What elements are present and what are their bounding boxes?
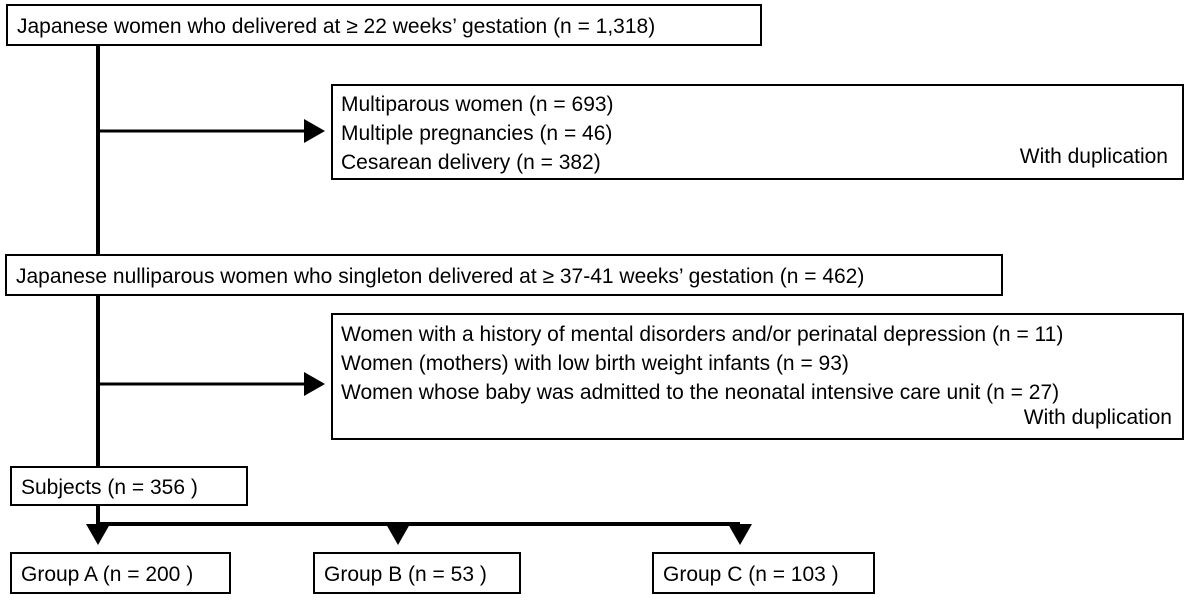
exclusion-item: Women (mothers) with low birth weight in… [341, 352, 849, 375]
top-box: Japanese women who delivered at ≥ 22 wee… [6, 4, 762, 46]
exclusion-box-1: Multiparous women (n = 693) Multiple pre… [331, 84, 1184, 180]
exclusion-item: Cesarean delivery (n = 382) [341, 151, 601, 174]
middle-box: Japanese nulliparous women who singleton… [5, 254, 1003, 296]
subjects-box: Subjects (n = 356 ) [10, 466, 248, 506]
exclusion-item: Multiple pregnancies (n = 46) [341, 122, 613, 145]
group-b-text: Group B (n = 53 ) [324, 563, 487, 586]
group-c-text: Group C (n = 103 ) [663, 563, 839, 586]
exclusion-item: Multiparous women (n = 693) [341, 93, 614, 116]
subjects-text: Subjects (n = 356 ) [21, 476, 198, 499]
middle-box-text: Japanese nulliparous women who singleton… [16, 265, 865, 288]
group-b-box: Group B (n = 53 ) [313, 552, 521, 594]
exclusion-item: Women with a history of mental disorders… [341, 323, 1064, 346]
exclusion-item: Women whose baby was admitted to the neo… [341, 381, 1060, 404]
top-box-text: Japanese women who delivered at ≥ 22 wee… [17, 15, 656, 38]
group-a-text: Group A (n = 200 ) [21, 563, 194, 586]
duplication-note: With duplication [1019, 145, 1168, 168]
duplication-note: With duplication [1023, 406, 1172, 429]
exclusion-box-2: Women with a history of mental disorders… [331, 313, 1184, 440]
group-c-box: Group C (n = 103 ) [652, 552, 875, 594]
group-a-box: Group A (n = 200 ) [10, 552, 231, 594]
